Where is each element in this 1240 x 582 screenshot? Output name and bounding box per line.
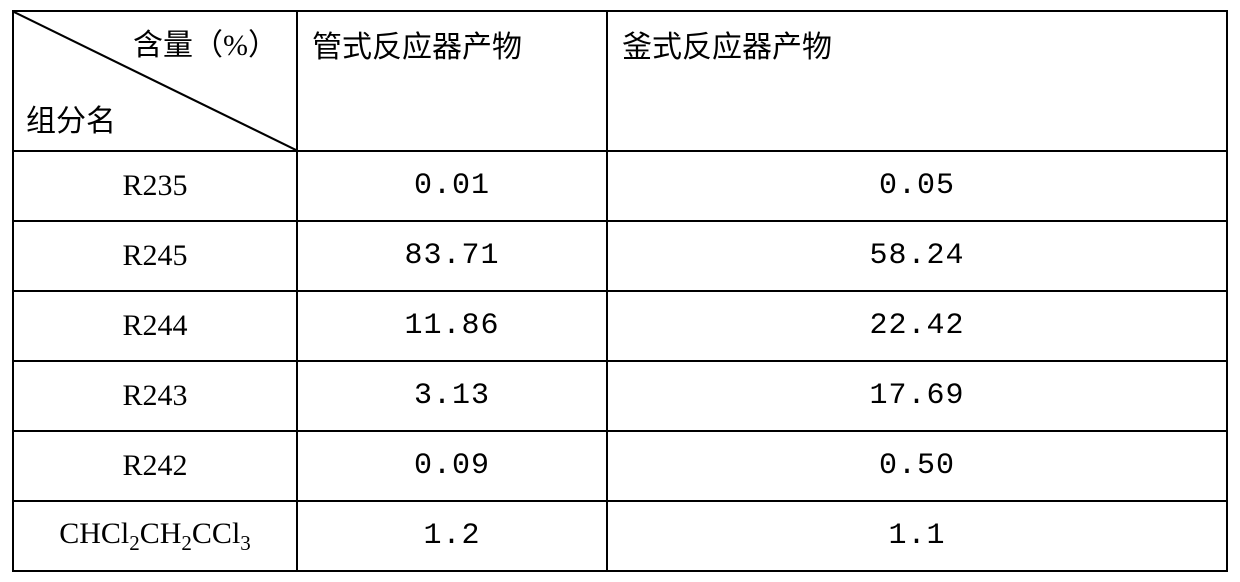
row-value: 0.01 — [297, 151, 607, 221]
table-row: R2433.1317.69 — [13, 361, 1227, 431]
row-value: 17.69 — [607, 361, 1227, 431]
row-value: 3.13 — [297, 361, 607, 431]
row-value: 83.71 — [297, 221, 607, 291]
column-header-2: 釜式反应器产物 — [607, 11, 1227, 151]
row-value: 0.09 — [297, 431, 607, 501]
header-bottom-label: 组分名 — [26, 96, 116, 140]
row-value: 1.1 — [607, 501, 1227, 571]
column-header-1: 管式反应器产物 — [297, 11, 607, 151]
table-row: R24583.7158.24 — [13, 221, 1227, 291]
row-value: 1.2 — [297, 501, 607, 571]
row-name: R245 — [13, 221, 297, 291]
diagonal-header-cell: 含量（%） 组分名 — [13, 11, 297, 151]
row-value: 58.24 — [607, 221, 1227, 291]
header-top-label: 含量（%） — [133, 20, 278, 64]
row-value: 0.05 — [607, 151, 1227, 221]
row-name: R244 — [13, 291, 297, 361]
row-value: 22.42 — [607, 291, 1227, 361]
row-name: R242 — [13, 431, 297, 501]
table-row: R2420.090.50 — [13, 431, 1227, 501]
row-name: R235 — [13, 151, 297, 221]
row-name: CHCl2CH2CCl3 — [13, 501, 297, 571]
row-value: 11.86 — [297, 291, 607, 361]
table-row: R2350.010.05 — [13, 151, 1227, 221]
table-row: R24411.8622.42 — [13, 291, 1227, 361]
row-value: 0.50 — [607, 431, 1227, 501]
row-name: R243 — [13, 361, 297, 431]
reactor-product-table: 含量（%） 组分名 管式反应器产物 釜式反应器产物 R2350.010.05R2… — [12, 10, 1228, 572]
table-row: CHCl2CH2CCl31.21.1 — [13, 501, 1227, 571]
